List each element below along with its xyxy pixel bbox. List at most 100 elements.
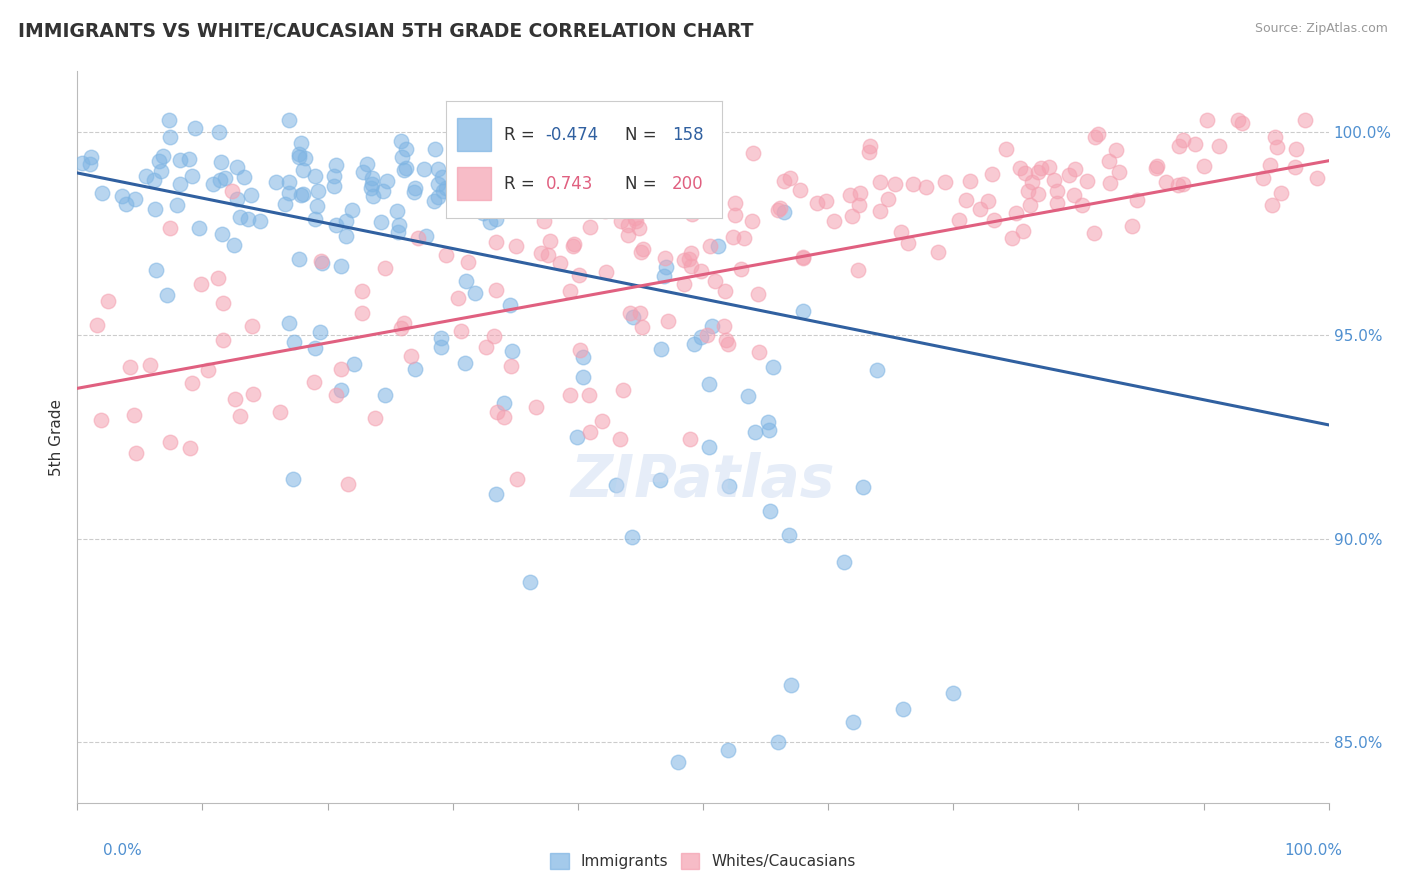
Point <box>184 121 207 136</box>
Point <box>361 171 384 186</box>
Point <box>537 248 560 262</box>
Point <box>201 177 224 191</box>
Point <box>876 192 898 206</box>
Point <box>832 555 855 569</box>
Point <box>311 256 333 270</box>
Point <box>703 274 725 288</box>
Point <box>627 221 650 235</box>
Point <box>838 188 860 202</box>
Point <box>631 320 654 334</box>
Point <box>232 170 254 185</box>
Point <box>1184 136 1206 151</box>
Point <box>356 157 378 171</box>
Point <box>501 145 523 159</box>
Point <box>330 362 353 376</box>
Point <box>652 269 675 284</box>
Point <box>187 221 209 235</box>
Point <box>1146 159 1168 173</box>
Point <box>360 181 382 195</box>
Point <box>294 152 316 166</box>
Point <box>423 142 446 156</box>
Point <box>572 370 595 384</box>
Point <box>591 414 613 428</box>
Point <box>304 212 326 227</box>
Point <box>111 189 134 203</box>
Point <box>278 316 301 330</box>
Point <box>620 529 643 543</box>
Point <box>869 175 891 189</box>
Point <box>166 198 188 212</box>
Point <box>846 263 869 277</box>
Point <box>766 202 789 217</box>
Point <box>423 194 446 209</box>
Point <box>249 213 271 227</box>
Point <box>1099 176 1122 190</box>
Point <box>858 145 880 160</box>
Y-axis label: 5th Grade: 5th Grade <box>49 399 65 475</box>
Point <box>277 186 299 200</box>
Point <box>307 184 329 198</box>
Point <box>485 212 508 227</box>
Point <box>474 156 496 170</box>
Point <box>513 177 536 191</box>
Point <box>1167 178 1189 193</box>
Point <box>1031 161 1053 175</box>
Point <box>464 286 486 301</box>
Point <box>690 264 713 278</box>
Point <box>848 186 870 200</box>
Point <box>499 359 522 373</box>
Point <box>558 388 581 402</box>
Point <box>560 284 582 298</box>
Point <box>278 113 301 128</box>
Point <box>159 221 181 235</box>
Text: 0.0%: 0.0% <box>103 843 142 858</box>
Point <box>1063 187 1085 202</box>
Point <box>769 202 792 216</box>
Point <box>214 171 236 186</box>
Point <box>609 432 631 446</box>
Point <box>650 342 672 356</box>
Point <box>337 477 360 491</box>
Point <box>72 156 94 170</box>
Point <box>672 252 695 267</box>
Point <box>983 213 1005 227</box>
Point <box>1026 165 1049 179</box>
Point <box>1021 175 1043 189</box>
Point <box>780 678 803 692</box>
Point <box>208 125 231 139</box>
Point <box>934 175 956 189</box>
Point <box>1265 140 1288 154</box>
Point <box>744 425 766 439</box>
Point <box>370 215 392 229</box>
Point <box>90 413 112 427</box>
Point <box>157 113 180 128</box>
Point <box>852 480 875 494</box>
Point <box>484 163 506 178</box>
Point <box>79 150 101 164</box>
Point <box>492 183 515 197</box>
Point <box>773 174 796 188</box>
Point <box>1121 219 1143 233</box>
Point <box>1087 127 1109 141</box>
Point <box>427 190 450 204</box>
Point <box>505 184 527 198</box>
Point <box>679 259 702 273</box>
Point <box>404 361 426 376</box>
Point <box>1208 139 1230 153</box>
Point <box>143 202 166 217</box>
Point <box>555 197 578 211</box>
Point <box>494 396 516 410</box>
Point <box>1005 206 1028 220</box>
Point <box>724 208 747 222</box>
Point <box>159 129 181 144</box>
Point <box>1084 130 1107 145</box>
Point <box>449 174 471 188</box>
Point <box>335 214 357 228</box>
Point <box>287 252 309 267</box>
Point <box>1019 198 1042 212</box>
Point <box>322 178 344 193</box>
Point <box>748 345 770 359</box>
Point <box>628 306 651 320</box>
Point <box>716 333 738 347</box>
Point <box>733 231 755 245</box>
